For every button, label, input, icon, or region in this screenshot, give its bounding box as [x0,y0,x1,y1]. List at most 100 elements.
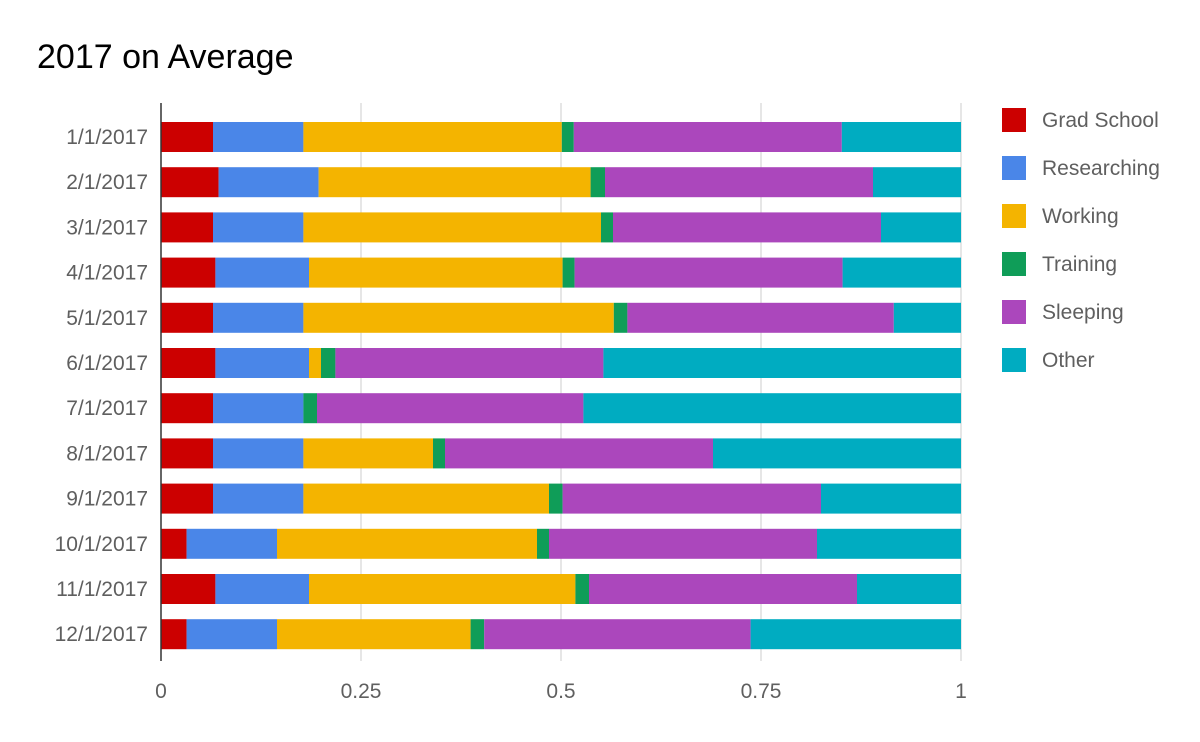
y-tick-label: 3/1/2017 [66,216,148,239]
legend-swatch [1002,300,1026,324]
bar-segment [161,483,213,514]
bar-segment [161,122,213,152]
bar-segment [277,528,537,559]
bar-segment [309,257,563,288]
bar-segment [549,483,563,514]
bar-segment [562,257,575,288]
x-tick-label: 0.25 [341,680,382,703]
bar-segment [213,212,304,243]
legend-label: Grad School [1042,109,1159,132]
y-tick-label: 1/1/2017 [66,126,148,149]
bar-segment [873,167,961,198]
bar-segment [601,212,613,243]
bar-segment [213,438,304,469]
bar-segment [303,212,601,243]
bar-segment [590,167,605,198]
y-tick-label: 5/1/2017 [66,307,148,330]
legend-label: Working [1042,205,1119,228]
axes: 0 0.25 0.5 0.75 11/1/20172/1/20173/1/20174/1… [55,103,967,703]
bar-segment [303,393,317,424]
bar-segment [161,393,213,424]
legend-label: Sleeping [1042,301,1124,324]
legend-swatch [1002,156,1026,180]
y-tick-label: 9/1/2017 [66,488,148,511]
x-tick-label: 1 [955,680,967,703]
bar-segment [842,257,961,288]
bar-segment [303,302,614,333]
bar-segment [303,438,433,469]
bar-segment [303,483,549,514]
y-tick-label: 6/1/2017 [66,352,148,375]
bar-segment [321,348,336,378]
bar-segment [161,619,187,650]
y-tick-label: 7/1/2017 [66,397,148,420]
legend-label: Training [1042,253,1117,276]
legend: Grad School Researching Working Training Sle… [1002,108,1160,372]
bar-segment [335,348,604,378]
bar-segment [817,528,961,559]
x-tick-label: 0.5 [546,680,575,703]
bar-segment [303,122,562,152]
bar-segment [161,574,216,604]
bar-segment [215,348,309,378]
bar-segment [186,619,277,650]
bar-segment [561,122,574,152]
legend-swatch [1002,348,1026,372]
y-tick-label: 11/1/2017 [56,578,148,601]
bars [161,122,961,650]
legend-label: Other [1042,349,1095,372]
bar-segment [161,257,216,288]
bar-segment [750,619,961,650]
bar-segment [218,167,319,198]
chart-title: 2017 on Average [37,38,294,76]
x-tick-label: 0.75 [741,680,782,703]
bar-segment [821,483,961,514]
legend-swatch [1002,204,1026,228]
bar-segment [893,302,961,333]
bar-segment [309,348,321,378]
bar-segment [213,122,304,152]
bar-segment [574,257,843,288]
bar-segment [318,167,591,198]
bar-segment [589,574,857,604]
bar-segment [549,528,817,559]
legend-swatch [1002,252,1026,276]
bar-segment [215,574,309,604]
bar-segment [881,212,961,243]
bar-segment [605,167,873,198]
bar-segment [583,393,961,424]
bar-segment [161,348,216,378]
bar-segment [537,528,549,559]
bar-segment [433,438,445,469]
bar-segment [161,302,213,333]
bar-segment [627,302,894,333]
bar-segment [713,438,961,469]
bar-segment [575,574,589,604]
bar-segment [215,257,309,288]
bar-segment [470,619,485,650]
bar-segment [484,619,751,650]
y-tick-label: 4/1/2017 [66,262,148,285]
bar-segment [317,393,584,424]
bar-segment [603,348,961,378]
bar-segment [186,528,277,559]
bar-segment [613,302,628,333]
bar-segment [562,483,821,514]
bar-segment [613,212,881,243]
x-tick-label: 0 [155,680,167,703]
y-tick-label: 10/1/2017 [55,533,148,556]
bar-segment [213,393,304,424]
bar-segment [841,122,961,152]
bar-segment [277,619,471,650]
legend-label: Researching [1042,157,1160,180]
bar-segment [213,483,304,514]
y-tick-label: 12/1/2017 [55,623,148,646]
bar-segment [161,167,219,198]
y-tick-label: 2/1/2017 [66,171,148,194]
bar-segment [213,302,304,333]
bar-segment [161,438,213,469]
bar-segment [161,212,213,243]
bar-segment [161,528,187,559]
legend-swatch [1002,108,1026,132]
